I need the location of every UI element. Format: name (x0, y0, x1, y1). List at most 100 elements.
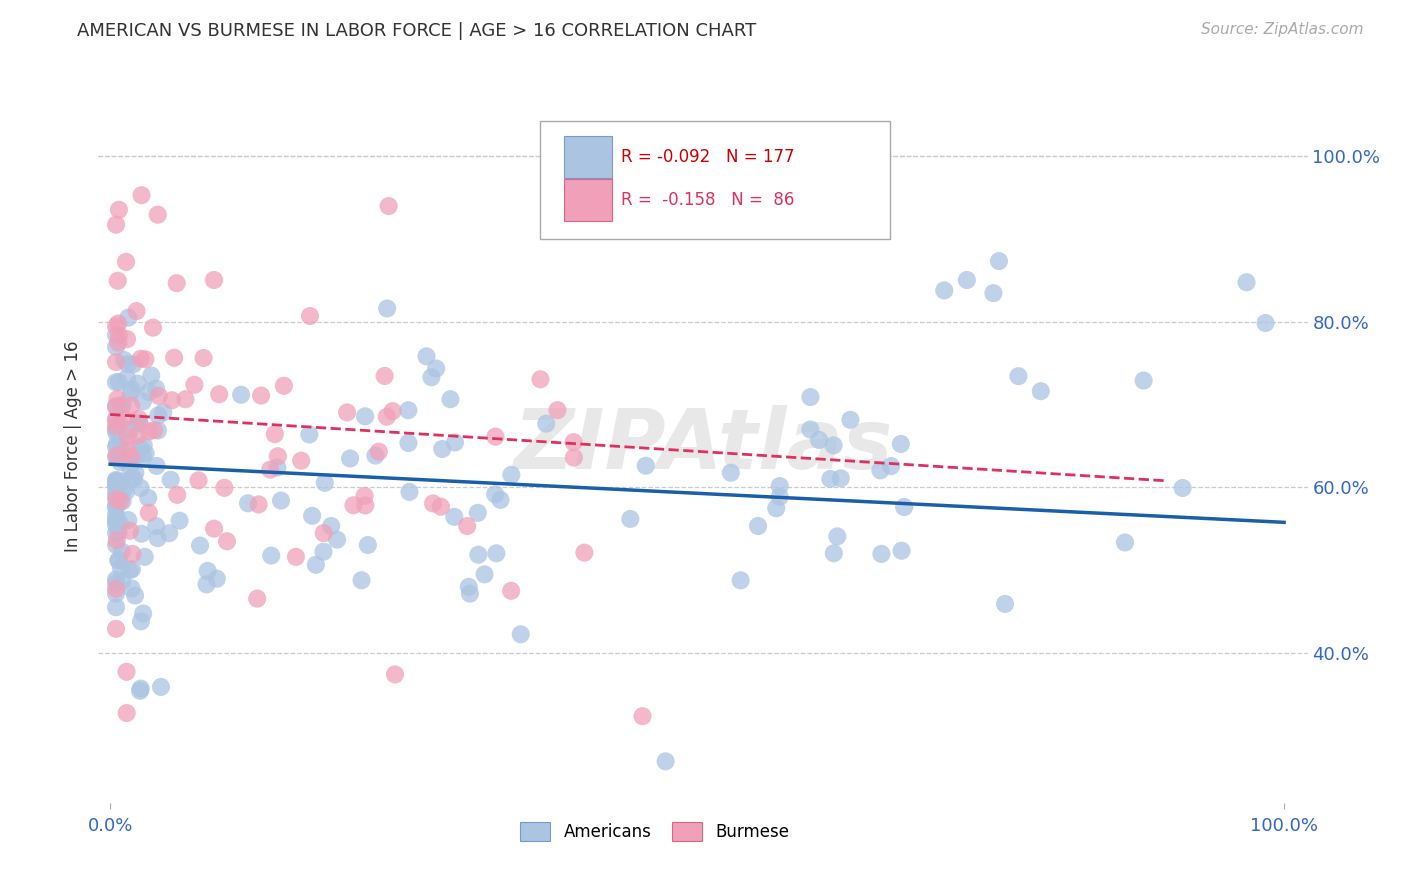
Point (143, 423, 166, 437)
Point (1007, 369, 1029, 384)
Point (208, 387, 231, 401)
Point (205, 572, 228, 586)
Point (105, 450, 128, 465)
Point (129, 351, 152, 366)
Point (108, 417, 131, 432)
Point (214, 481, 236, 495)
Point (117, 513, 139, 527)
FancyBboxPatch shape (564, 179, 613, 220)
Point (110, 434, 132, 448)
Point (105, 355, 128, 369)
Point (163, 351, 186, 365)
Point (105, 518, 128, 533)
Point (169, 514, 191, 528)
Point (118, 563, 141, 577)
Point (142, 320, 165, 334)
Point (890, 437, 912, 451)
Point (187, 474, 209, 488)
Point (415, 349, 437, 363)
Point (229, 388, 252, 402)
Point (134, 352, 156, 367)
Point (247, 498, 270, 512)
Point (125, 449, 148, 463)
Text: Source: ZipAtlas.com: Source: ZipAtlas.com (1201, 22, 1364, 37)
Point (124, 466, 146, 480)
Point (108, 328, 131, 343)
Point (107, 274, 129, 288)
Point (425, 361, 447, 376)
Point (124, 589, 146, 603)
Point (501, 583, 523, 598)
Point (823, 438, 845, 452)
Point (312, 544, 335, 558)
Point (456, 519, 478, 533)
Point (159, 473, 181, 487)
Y-axis label: In Labor Force | Age > 16: In Labor Force | Age > 16 (65, 340, 83, 552)
Text: R =  -0.158   N =  86: R = -0.158 N = 86 (621, 191, 794, 209)
Point (808, 433, 831, 447)
Point (250, 388, 273, 402)
Point (467, 506, 489, 520)
Point (266, 460, 288, 475)
Point (138, 425, 160, 439)
Point (501, 467, 523, 482)
Point (430, 500, 453, 514)
Point (458, 586, 481, 600)
Point (105, 484, 128, 499)
Point (367, 444, 389, 458)
Point (457, 580, 479, 594)
Point (105, 474, 128, 488)
Point (127, 428, 149, 442)
Point (956, 273, 979, 287)
Point (115, 706, 138, 720)
Point (259, 462, 281, 476)
Point (107, 553, 129, 567)
Point (135, 446, 157, 460)
Point (534, 417, 557, 431)
Point (188, 539, 211, 553)
Point (820, 472, 842, 486)
Point (107, 553, 129, 567)
Point (396, 403, 419, 417)
Point (129, 615, 152, 629)
Point (131, 188, 153, 202)
Point (730, 574, 752, 588)
Point (1171, 481, 1194, 495)
Point (121, 383, 143, 397)
Point (357, 538, 380, 552)
Point (284, 549, 307, 564)
Point (260, 549, 283, 563)
Point (765, 501, 787, 516)
Point (267, 449, 290, 463)
Point (166, 276, 188, 290)
Point (870, 547, 893, 561)
Point (202, 273, 225, 287)
Point (108, 375, 131, 389)
Point (132, 449, 155, 463)
Point (107, 317, 129, 331)
Point (105, 508, 128, 522)
Point (138, 506, 160, 520)
Point (160, 393, 183, 408)
Point (374, 368, 396, 383)
Point (342, 498, 364, 512)
Point (747, 519, 769, 533)
Point (1114, 535, 1136, 549)
Point (869, 463, 891, 477)
Point (105, 491, 128, 506)
Point (110, 494, 132, 508)
Point (105, 400, 128, 414)
Point (546, 403, 568, 417)
Point (375, 301, 398, 316)
Point (115, 665, 138, 679)
Point (105, 419, 128, 434)
Point (110, 455, 132, 469)
Point (562, 435, 585, 450)
Point (117, 357, 139, 371)
Point (105, 414, 128, 428)
Point (246, 591, 269, 606)
Point (364, 449, 387, 463)
Point (994, 597, 1017, 611)
Point (183, 377, 205, 392)
Point (893, 500, 915, 514)
